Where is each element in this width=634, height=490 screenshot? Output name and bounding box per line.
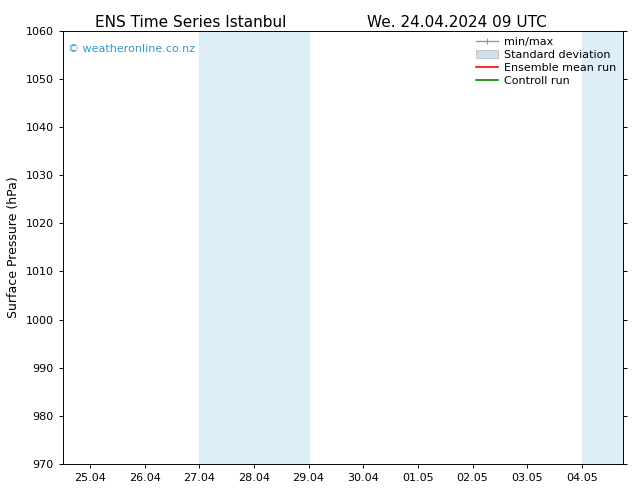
- Text: ENS Time Series Istanbul: ENS Time Series Istanbul: [94, 15, 286, 30]
- Text: © weatheronline.co.nz: © weatheronline.co.nz: [68, 44, 195, 53]
- Bar: [199, 30, 309, 464]
- Text: We. 24.04.2024 09 UTC: We. 24.04.2024 09 UTC: [366, 15, 547, 30]
- Bar: [582, 30, 623, 464]
- Y-axis label: Surface Pressure (hPa): Surface Pressure (hPa): [7, 176, 20, 318]
- Legend: min/max, Standard deviation, Ensemble mean run, Controll run: min/max, Standard deviation, Ensemble me…: [472, 33, 621, 90]
